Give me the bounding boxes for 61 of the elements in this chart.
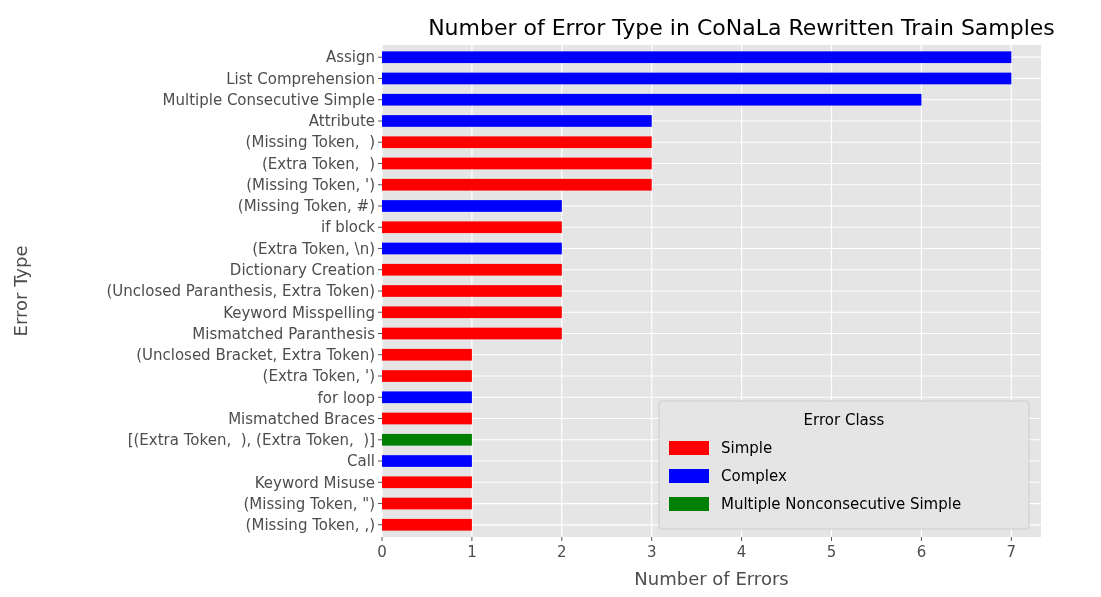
y-tick-label: (Unclosed Bracket, Extra Token): [136, 346, 375, 365]
bar: [382, 178, 652, 191]
bar: [382, 497, 472, 510]
legend-label: Simple: [721, 439, 773, 458]
y-tick-label: (Extra Token, \n): [252, 239, 375, 258]
x-tick-label: 6: [916, 543, 927, 561]
x-tick-label: 1: [467, 543, 477, 561]
x-tick-label: 2: [557, 543, 567, 561]
bar: [382, 157, 652, 170]
y-axis-title: Error Type: [10, 245, 31, 337]
bar: [382, 412, 472, 425]
y-tick-label: for loop: [317, 388, 375, 407]
bar: [382, 285, 562, 297]
y-tick-label: (Missing Token, #): [237, 197, 375, 216]
x-tick-label: 3: [646, 543, 657, 561]
bar: [382, 263, 562, 276]
y-tick-label: (Extra Token, '): [262, 367, 375, 386]
y-tick-label: if block: [320, 218, 376, 237]
y-tick-label: Mismatched Paranthesis: [192, 324, 376, 343]
bar: [382, 518, 472, 531]
bar: [382, 348, 472, 361]
bar: [382, 455, 472, 467]
x-tick-label: 5: [826, 543, 837, 561]
y-tick-label: Call: [346, 452, 375, 471]
legend-label: Multiple Nonconsecutive Simple: [721, 495, 962, 514]
y-tick-label: List Comprehension: [226, 69, 375, 88]
y-tick-label: (Extra Token, ): [261, 154, 375, 173]
bar: [382, 51, 1012, 64]
bar: [382, 306, 562, 319]
y-tick-label: Multiple Consecutive Simple: [162, 90, 375, 109]
bar: [382, 391, 472, 404]
legend-label: Complex: [721, 467, 787, 486]
bar: [382, 136, 652, 149]
y-tick-label: (Missing Token, ): [245, 133, 375, 152]
y-tick-label: [(Extra Token, ), (Extra Token, )]: [127, 431, 375, 450]
y-tick-label: Assign: [325, 48, 375, 67]
bar: [382, 327, 562, 340]
y-tick-label: (Missing Token, "): [243, 494, 375, 513]
x-tick-label: 7: [1006, 543, 1017, 561]
y-tick-label: (Missing Token, '): [246, 175, 375, 194]
x-tick-label: 0: [377, 543, 387, 561]
chart-title: Number of Error Type in CoNaLa Rewritten Train Samples: [428, 15, 1055, 40]
y-tick-label: (Missing Token, ,): [245, 516, 375, 535]
legend-title: Error Class: [803, 411, 885, 429]
y-tick-label: Attribute: [308, 112, 375, 131]
y-tick-label: Keyword Misspelling: [223, 303, 375, 322]
y-tick-label: Dictionary Creation: [229, 261, 375, 279]
bar: [382, 72, 1012, 85]
bar: [382, 221, 562, 234]
bar: [382, 433, 472, 446]
y-tick-label: Mismatched Braces: [228, 409, 376, 428]
bar: [382, 476, 472, 489]
bar: [382, 93, 922, 106]
bar: [382, 200, 562, 212]
y-tick-label: Keyword Misuse: [254, 473, 375, 492]
bar: [382, 115, 652, 127]
x-tick-label: 4: [736, 543, 747, 561]
y-tick-label: (Unclosed Paranthesis, Extra Token): [106, 282, 375, 301]
bar: [382, 242, 562, 255]
x-axis-title: Number of Errors: [634, 568, 789, 589]
bar: [382, 370, 472, 382]
